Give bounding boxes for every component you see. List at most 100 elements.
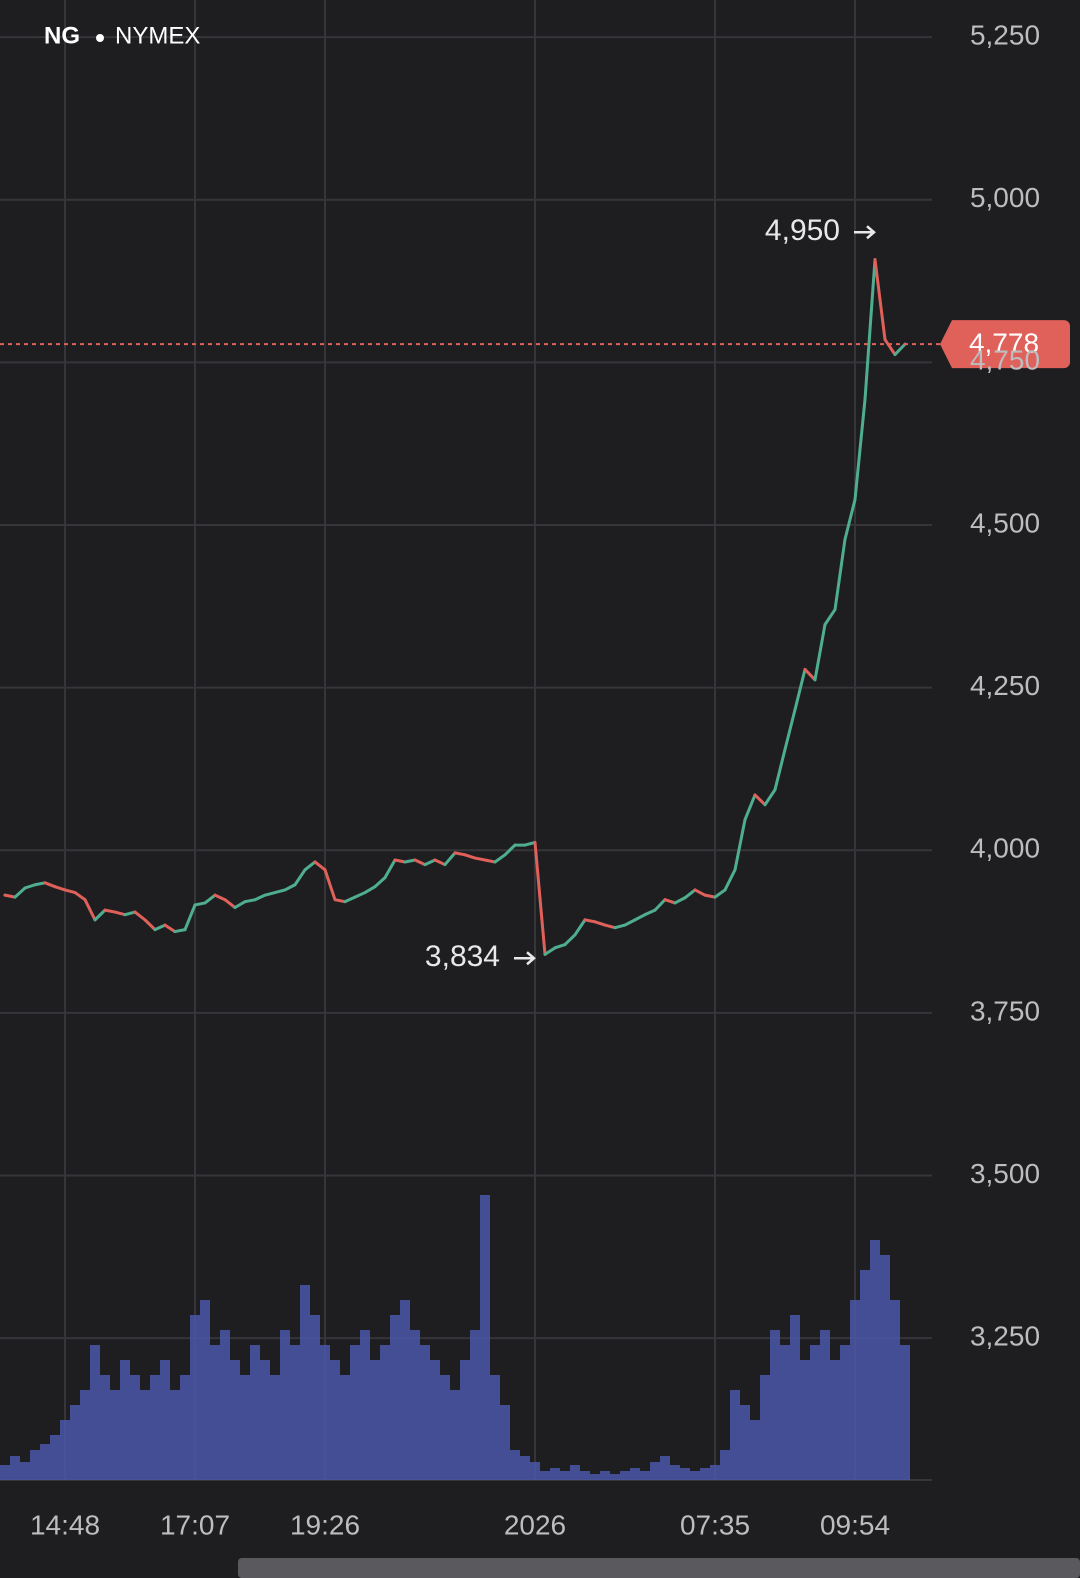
volume-bar bbox=[310, 1315, 320, 1480]
volume-bar bbox=[470, 1330, 480, 1480]
volume-bar bbox=[410, 1330, 420, 1480]
price-segment bbox=[323, 868, 337, 902]
price-segment bbox=[383, 858, 397, 880]
volume-bar bbox=[860, 1270, 870, 1480]
volume-bar bbox=[60, 1420, 70, 1480]
volume-bar bbox=[10, 1456, 20, 1480]
volume-bar bbox=[230, 1360, 240, 1480]
volume-bar bbox=[460, 1360, 470, 1480]
price-segment bbox=[183, 903, 197, 932]
grid bbox=[0, 0, 932, 1481]
price-segment bbox=[833, 537, 847, 612]
price-segment bbox=[533, 840, 547, 956]
price-segment bbox=[843, 498, 857, 541]
price-segment bbox=[353, 891, 367, 899]
volume-bar bbox=[690, 1471, 700, 1480]
volume-bar bbox=[330, 1360, 340, 1480]
price-segment bbox=[603, 923, 617, 930]
volume-bar bbox=[320, 1345, 330, 1480]
price-segment bbox=[553, 943, 567, 950]
volume-bar bbox=[720, 1450, 730, 1480]
volume-bar bbox=[480, 1195, 490, 1480]
price-segment bbox=[273, 888, 287, 895]
price-segment bbox=[393, 858, 407, 864]
price-segment bbox=[333, 898, 347, 904]
volume-bar bbox=[100, 1375, 110, 1480]
price-segment bbox=[243, 898, 257, 904]
price-segment bbox=[123, 910, 137, 917]
price-segment bbox=[433, 858, 447, 867]
volume-bar bbox=[110, 1390, 120, 1480]
last-price-box bbox=[940, 320, 1070, 369]
annotation-arrow bbox=[854, 225, 876, 240]
volume-bar bbox=[120, 1360, 130, 1480]
price-segment bbox=[343, 895, 357, 904]
volume-bar bbox=[680, 1468, 690, 1480]
volume-bar bbox=[500, 1405, 510, 1480]
price-segment bbox=[873, 258, 887, 342]
volume-bar bbox=[40, 1444, 50, 1480]
y-tick-label: 4,000 bbox=[970, 833, 1040, 864]
price-segment bbox=[523, 840, 537, 847]
volume-bar bbox=[170, 1390, 180, 1480]
price-segment bbox=[593, 920, 607, 927]
price-segment bbox=[883, 338, 897, 357]
volume-bar bbox=[250, 1345, 260, 1480]
volume-bar bbox=[30, 1450, 40, 1480]
x-tick-label: 2026 bbox=[504, 1509, 566, 1540]
volume-bar bbox=[260, 1360, 270, 1480]
volume-bar bbox=[210, 1345, 220, 1480]
price-segment bbox=[733, 818, 747, 872]
scrollbar[interactable] bbox=[238, 1558, 1080, 1578]
x-tick-label: 09:54 bbox=[820, 1509, 890, 1540]
volume-bar bbox=[740, 1405, 750, 1480]
volume-bar bbox=[590, 1474, 600, 1480]
volume-bar bbox=[140, 1390, 150, 1480]
price-segment bbox=[673, 896, 687, 905]
price-segment bbox=[453, 851, 467, 857]
volume-bar bbox=[630, 1468, 640, 1480]
price-segment bbox=[723, 868, 737, 892]
price-segment bbox=[443, 851, 457, 867]
price-segment bbox=[313, 860, 327, 872]
price-segment bbox=[153, 923, 167, 932]
separator-dot bbox=[96, 34, 104, 42]
y-tick-label: 5,000 bbox=[970, 182, 1040, 213]
price-segment bbox=[783, 708, 797, 751]
price-segment bbox=[813, 623, 827, 682]
price-segment bbox=[713, 888, 727, 899]
price-segment bbox=[293, 868, 307, 887]
volume-bar bbox=[850, 1300, 860, 1480]
price-segment bbox=[693, 888, 707, 897]
x-tick-label: 17:07 bbox=[160, 1509, 230, 1540]
price-segment bbox=[613, 923, 627, 930]
volume-bar bbox=[50, 1435, 60, 1480]
price-segment bbox=[663, 898, 677, 905]
volume-bar bbox=[270, 1375, 280, 1480]
volume-bar bbox=[450, 1390, 460, 1480]
volume-bar bbox=[510, 1450, 520, 1480]
price-segment bbox=[653, 898, 667, 912]
price-segment bbox=[563, 933, 577, 947]
volume-bar bbox=[790, 1315, 800, 1480]
price-segment bbox=[483, 858, 497, 864]
price-segment bbox=[163, 923, 177, 934]
y-tick-label: 3,250 bbox=[970, 1321, 1040, 1352]
volume-bar bbox=[300, 1285, 310, 1480]
price-segment bbox=[493, 853, 507, 864]
volume-bar bbox=[420, 1345, 430, 1480]
volume-bar bbox=[700, 1468, 710, 1480]
price-segment bbox=[193, 901, 207, 907]
exchange: NYMEX bbox=[115, 22, 200, 49]
price-segment bbox=[3, 893, 17, 899]
price-segment bbox=[373, 876, 387, 889]
volume-bar bbox=[890, 1300, 900, 1480]
y-tick-label: 3,500 bbox=[970, 1158, 1040, 1189]
volume-bar bbox=[440, 1375, 450, 1480]
volume-bar bbox=[400, 1300, 410, 1480]
price-segment bbox=[143, 918, 157, 932]
price-segment bbox=[413, 858, 427, 867]
volume-bar bbox=[150, 1375, 160, 1480]
